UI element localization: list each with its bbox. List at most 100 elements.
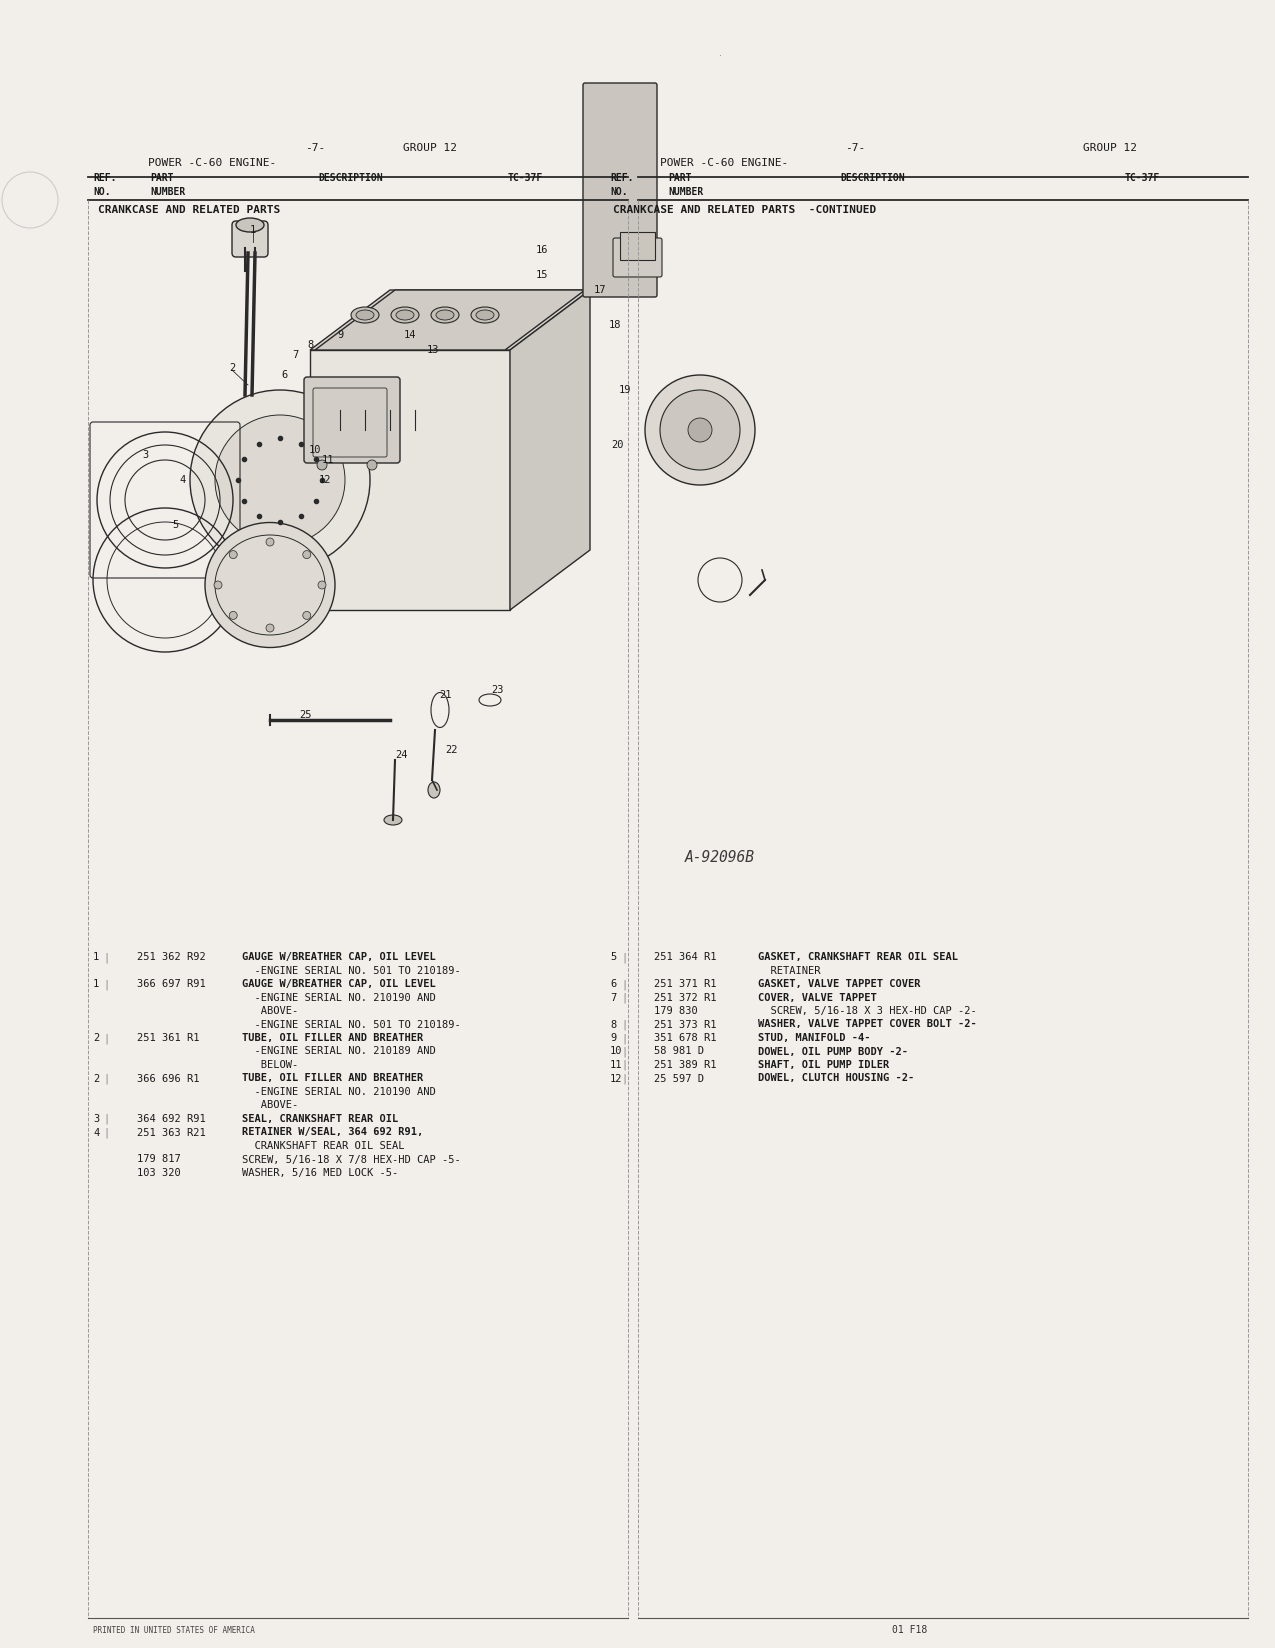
Text: PRINTED IN UNITED STATES OF AMERICA: PRINTED IN UNITED STATES OF AMERICA: [93, 1627, 255, 1635]
Text: GROUP 12: GROUP 12: [1082, 143, 1137, 153]
Text: 24: 24: [395, 750, 408, 760]
Text: CRANKCASE AND RELATED PARTS: CRANKCASE AND RELATED PARTS: [98, 204, 280, 214]
Circle shape: [230, 611, 237, 620]
Text: 19: 19: [618, 386, 631, 396]
Text: RETAINER: RETAINER: [759, 966, 821, 976]
FancyBboxPatch shape: [583, 82, 657, 297]
Text: TUBE, OIL FILLER AND BREATHER: TUBE, OIL FILLER AND BREATHER: [242, 1033, 423, 1043]
Text: TC-37F: TC-37F: [1125, 173, 1160, 183]
Text: 12: 12: [319, 475, 332, 485]
Text: BELOW-: BELOW-: [242, 1060, 298, 1070]
Text: POWER -C-60 ENGINE-: POWER -C-60 ENGINE-: [148, 158, 277, 168]
Text: 251 389 R1: 251 389 R1: [654, 1060, 717, 1070]
Text: 9: 9: [609, 1033, 616, 1043]
Text: NUMBER: NUMBER: [150, 186, 185, 198]
Text: 251 362 R92: 251 362 R92: [136, 953, 205, 962]
Text: SHAFT, OIL PUMP IDLER: SHAFT, OIL PUMP IDLER: [759, 1060, 889, 1070]
Text: REF.: REF.: [93, 173, 116, 183]
Text: 25 597 D: 25 597 D: [654, 1073, 704, 1083]
Text: NO.: NO.: [609, 186, 627, 198]
Text: 5: 5: [609, 953, 616, 962]
Text: TUBE, OIL FILLER AND BREATHER: TUBE, OIL FILLER AND BREATHER: [242, 1073, 423, 1083]
Text: 14: 14: [404, 330, 416, 339]
Text: 12: 12: [609, 1073, 622, 1083]
Text: ABOVE-: ABOVE-: [242, 1005, 298, 1017]
Text: TC-37F: TC-37F: [507, 173, 543, 183]
Text: 251 372 R1: 251 372 R1: [654, 992, 717, 1002]
Ellipse shape: [476, 310, 493, 320]
Text: 10: 10: [609, 1046, 622, 1056]
Text: 4: 4: [180, 475, 186, 485]
Circle shape: [317, 460, 326, 470]
Text: 251 361 R1: 251 361 R1: [136, 1033, 199, 1043]
Text: |: |: [621, 979, 627, 989]
Text: 6: 6: [280, 371, 287, 381]
Text: 366 696 R1: 366 696 R1: [136, 1073, 199, 1083]
Text: PART: PART: [668, 173, 691, 183]
Text: STUD, MANIFOLD -4-: STUD, MANIFOLD -4-: [759, 1033, 871, 1043]
Text: 21: 21: [439, 691, 451, 700]
Text: 16: 16: [536, 246, 548, 255]
Text: POWER -C-60 ENGINE-: POWER -C-60 ENGINE-: [660, 158, 788, 168]
Text: COVER, VALVE TAPPET: COVER, VALVE TAPPET: [759, 992, 877, 1002]
Text: 01 F18: 01 F18: [892, 1625, 928, 1635]
Text: -ENGINE SERIAL NO. 501 TO 210189-: -ENGINE SERIAL NO. 501 TO 210189-: [242, 966, 460, 976]
Text: CRANKCASE AND RELATED PARTS  -CONTINUED: CRANKCASE AND RELATED PARTS -CONTINUED: [613, 204, 876, 214]
Text: |: |: [103, 953, 110, 962]
Text: |: |: [621, 953, 627, 962]
Text: 251 373 R1: 251 373 R1: [654, 1020, 717, 1030]
Polygon shape: [310, 349, 510, 610]
Text: GAUGE W/BREATHER CAP, OIL LEVEL: GAUGE W/BREATHER CAP, OIL LEVEL: [242, 953, 436, 962]
Text: DOWEL, OIL PUMP BODY -2-: DOWEL, OIL PUMP BODY -2-: [759, 1046, 908, 1056]
Circle shape: [190, 391, 370, 570]
Text: RETAINER W/SEAL, 364 692 R91,: RETAINER W/SEAL, 364 692 R91,: [242, 1127, 423, 1137]
Ellipse shape: [205, 522, 335, 648]
Text: .: .: [719, 48, 722, 58]
Text: |: |: [621, 1060, 627, 1071]
Circle shape: [367, 460, 377, 470]
Text: 10: 10: [309, 445, 321, 455]
Text: 366 697 R91: 366 697 R91: [136, 979, 205, 989]
Text: 103 320: 103 320: [136, 1168, 181, 1178]
Circle shape: [302, 611, 311, 620]
Text: 364 692 R91: 364 692 R91: [136, 1114, 205, 1124]
Text: |: |: [621, 1033, 627, 1043]
Text: GAUGE W/BREATHER CAP, OIL LEVEL: GAUGE W/BREATHER CAP, OIL LEVEL: [242, 979, 436, 989]
Text: CRANKSHAFT REAR OIL SEAL: CRANKSHAFT REAR OIL SEAL: [242, 1140, 404, 1150]
Ellipse shape: [436, 310, 454, 320]
Text: -ENGINE SERIAL NO. 501 TO 210189-: -ENGINE SERIAL NO. 501 TO 210189-: [242, 1020, 460, 1030]
Text: 2: 2: [230, 363, 235, 372]
Text: 3: 3: [93, 1114, 99, 1124]
Text: GASKET, CRANKSHAFT REAR OIL SEAL: GASKET, CRANKSHAFT REAR OIL SEAL: [759, 953, 958, 962]
FancyBboxPatch shape: [232, 221, 268, 257]
Text: -ENGINE SERIAL NO. 210190 AND: -ENGINE SERIAL NO. 210190 AND: [242, 992, 436, 1002]
Text: 58 981 D: 58 981 D: [654, 1046, 704, 1056]
Text: SEAL, CRANKSHAFT REAR OIL: SEAL, CRANKSHAFT REAR OIL: [242, 1114, 398, 1124]
Circle shape: [230, 550, 237, 559]
Circle shape: [215, 415, 346, 545]
Text: 251 363 R21: 251 363 R21: [136, 1127, 205, 1137]
Text: DOWEL, CLUTCH HOUSING -2-: DOWEL, CLUTCH HOUSING -2-: [759, 1073, 914, 1083]
FancyBboxPatch shape: [613, 237, 662, 277]
Text: 11: 11: [609, 1060, 622, 1070]
Text: 1: 1: [93, 979, 99, 989]
Text: |: |: [621, 992, 627, 1004]
Text: 22: 22: [446, 745, 458, 755]
Ellipse shape: [391, 307, 419, 323]
Text: 20: 20: [612, 440, 625, 450]
Text: 18: 18: [608, 320, 621, 330]
Text: |: |: [103, 1073, 110, 1084]
Text: DESCRIPTION: DESCRIPTION: [840, 173, 905, 183]
Text: 251 371 R1: 251 371 R1: [654, 979, 717, 989]
Text: |: |: [103, 1127, 110, 1139]
Text: -ENGINE SERIAL NO. 210190 AND: -ENGINE SERIAL NO. 210190 AND: [242, 1088, 436, 1098]
Text: -7-: -7-: [305, 143, 325, 153]
Text: 23: 23: [492, 686, 504, 695]
Text: |: |: [103, 979, 110, 989]
Text: 251 364 R1: 251 364 R1: [654, 953, 717, 962]
Text: PART: PART: [150, 173, 173, 183]
Text: WASHER, 5/16 MED LOCK -5-: WASHER, 5/16 MED LOCK -5-: [242, 1168, 398, 1178]
Circle shape: [3, 171, 57, 227]
Text: |: |: [621, 1020, 627, 1030]
Circle shape: [688, 419, 711, 442]
